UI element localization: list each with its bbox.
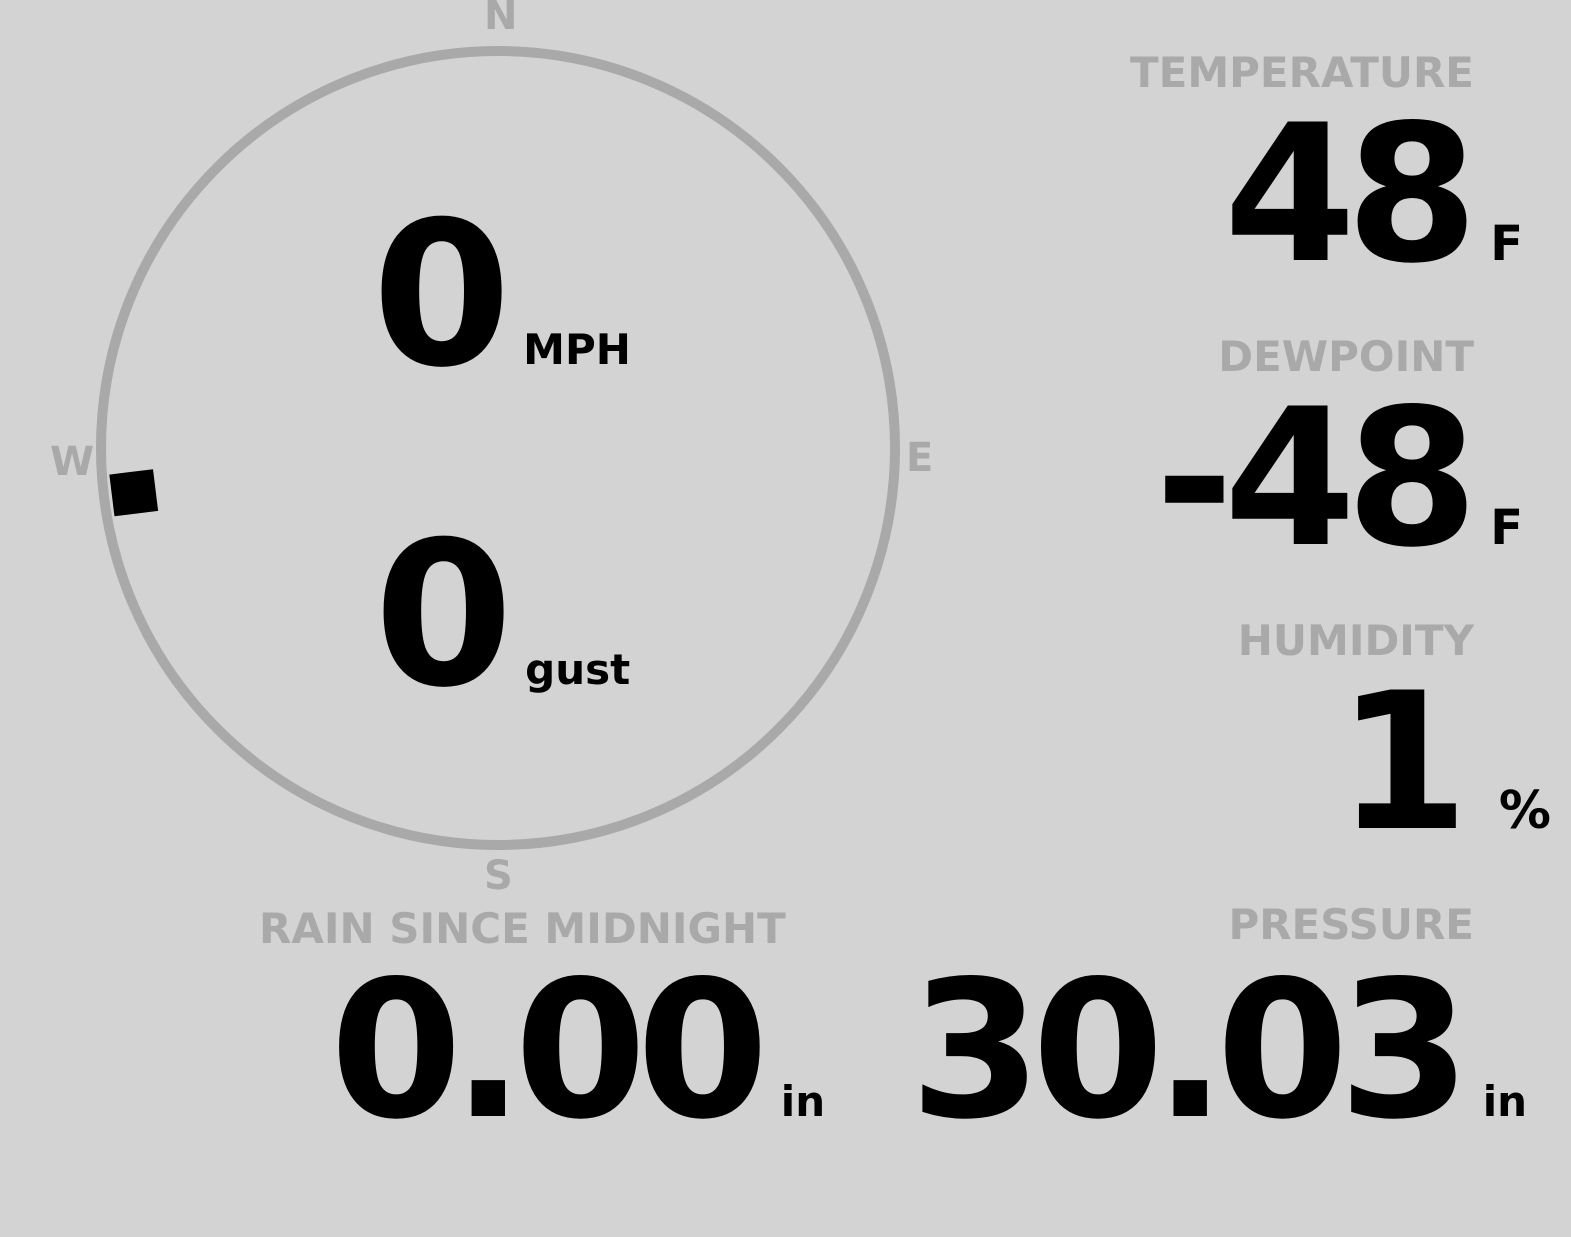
temperature-label: TEMPERATURE — [1130, 48, 1474, 97]
wind-gust: 0 gust — [374, 516, 630, 716]
humidity-value: 1 — [1336, 652, 1469, 873]
wind-gust-unit: gust — [525, 645, 631, 694]
humidity: 1 % — [1337, 668, 1551, 858]
wind-speed-unit: MPH — [523, 325, 631, 374]
wind-speed: 0 MPH — [372, 196, 631, 396]
rain-value: 0.00 — [330, 940, 769, 1161]
rain-label: RAIN SINCE MIDNIGHT — [259, 904, 786, 953]
humidity-label: HUMIDITY — [1237, 616, 1474, 665]
pressure-label: PRESSURE — [1228, 900, 1474, 949]
temperature-unit: F — [1490, 216, 1523, 272]
dewpoint-value: -48 — [1154, 368, 1478, 589]
compass-w: W — [50, 439, 95, 485]
humidity-unit: % — [1498, 781, 1551, 841]
temperature: 48 F — [1224, 100, 1523, 290]
temperature-value: 48 — [1223, 84, 1478, 305]
wind-speed-value: 0 — [372, 179, 511, 412]
dewpoint: -48 F — [1155, 384, 1523, 574]
rain-unit: in — [780, 1077, 826, 1126]
pressure-unit: in — [1482, 1077, 1527, 1126]
wind-direction-marker — [109, 469, 159, 517]
dewpoint-label: DEWPOINT — [1218, 332, 1474, 381]
compass-s: S — [484, 853, 513, 899]
wind-gust-value: 0 — [374, 499, 513, 732]
rain: 0.00 in — [330, 956, 825, 1146]
pressure-value: 30.03 — [909, 940, 1471, 1161]
dewpoint-unit: F — [1490, 500, 1523, 556]
compass-e: E — [906, 435, 934, 481]
compass-n: N — [484, 0, 518, 39]
compass-ring — [96, 46, 900, 850]
pressure: 30.03 in — [910, 956, 1527, 1146]
